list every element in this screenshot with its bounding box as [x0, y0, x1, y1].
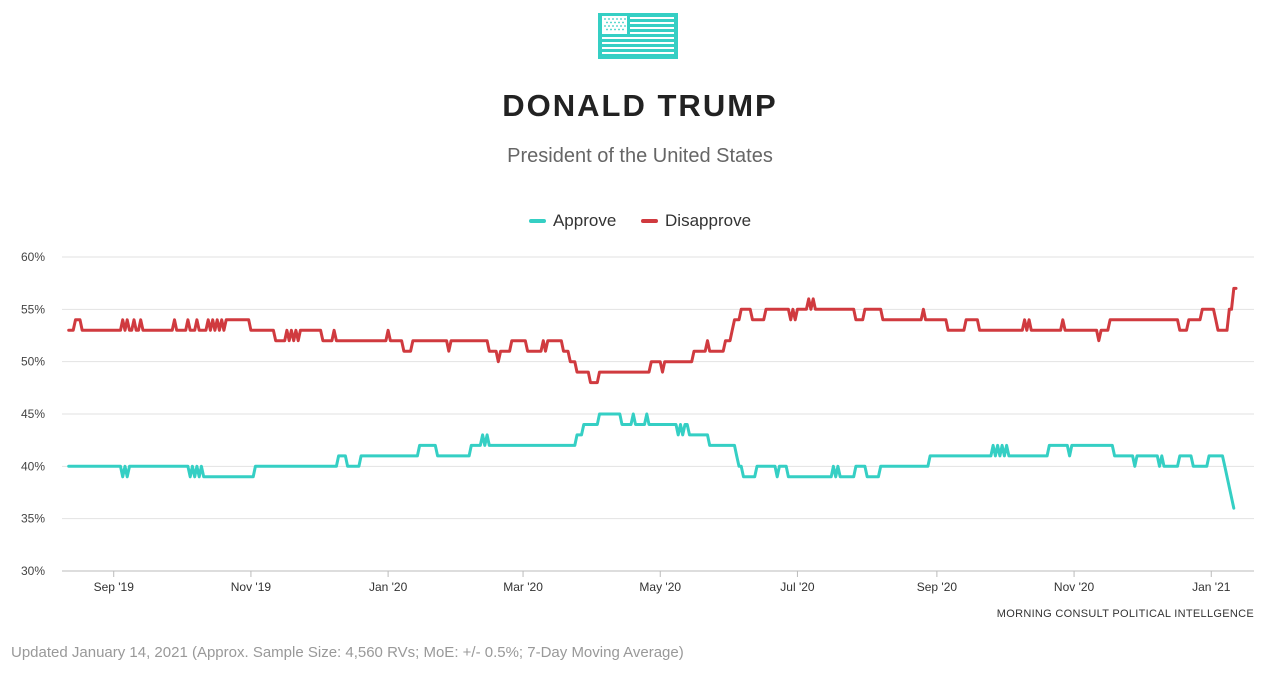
y-tick-label: 40%	[21, 459, 45, 473]
legend-item-approve[interactable]: Approve	[528, 211, 617, 231]
series-line-approve[interactable]	[67, 412, 1236, 510]
legend-label-approve: Approve	[552, 211, 617, 230]
approval-line-chart: 30% 35% 40% 45% 50% 55% 60% Sep '19 Nov '19 Jan '…	[21, 250, 1254, 594]
series-line-disapprove[interactable]	[67, 286, 1238, 385]
x-tick-label: May '20	[639, 580, 681, 594]
source-credit: MORNING CONSULT POLITICAL INTELLGENCE	[996, 608, 1254, 620]
y-tick-label: 35%	[21, 512, 45, 526]
x-tick-label: Mar '20	[503, 580, 543, 594]
legend-swatch-disapprove	[641, 219, 659, 223]
x-tick-label: Nov '20	[1054, 580, 1095, 594]
legend-swatch-approve	[528, 219, 546, 223]
x-tick-label: Jan '21	[1192, 580, 1231, 594]
y-tick-label: 60%	[21, 250, 45, 264]
update-note: Updated January 14, 2021 (Approx. Sample…	[11, 644, 684, 661]
x-tick-label: Jan '20	[369, 580, 408, 594]
x-tick-label: Sep '19	[94, 580, 135, 594]
legend-item-disapprove[interactable]: Disapprove	[641, 211, 751, 231]
legend-label-disapprove: Disapprove	[665, 211, 752, 230]
y-tick-label: 30%	[21, 564, 45, 578]
y-tick-label: 50%	[21, 355, 45, 369]
x-tick-label: Sep '20	[917, 580, 958, 594]
x-tick-label: Jul '20	[780, 580, 815, 594]
page-title: DONALD TRUMP	[502, 88, 778, 123]
page-subtitle: President of the United States	[507, 145, 773, 167]
x-tick-label: Nov '19	[231, 580, 272, 594]
y-tick-label: 45%	[21, 407, 45, 421]
us-flag-icon	[598, 13, 678, 59]
chart-legend: Approve Disapprove	[0, 208, 1280, 231]
y-tick-label: 55%	[21, 302, 45, 316]
